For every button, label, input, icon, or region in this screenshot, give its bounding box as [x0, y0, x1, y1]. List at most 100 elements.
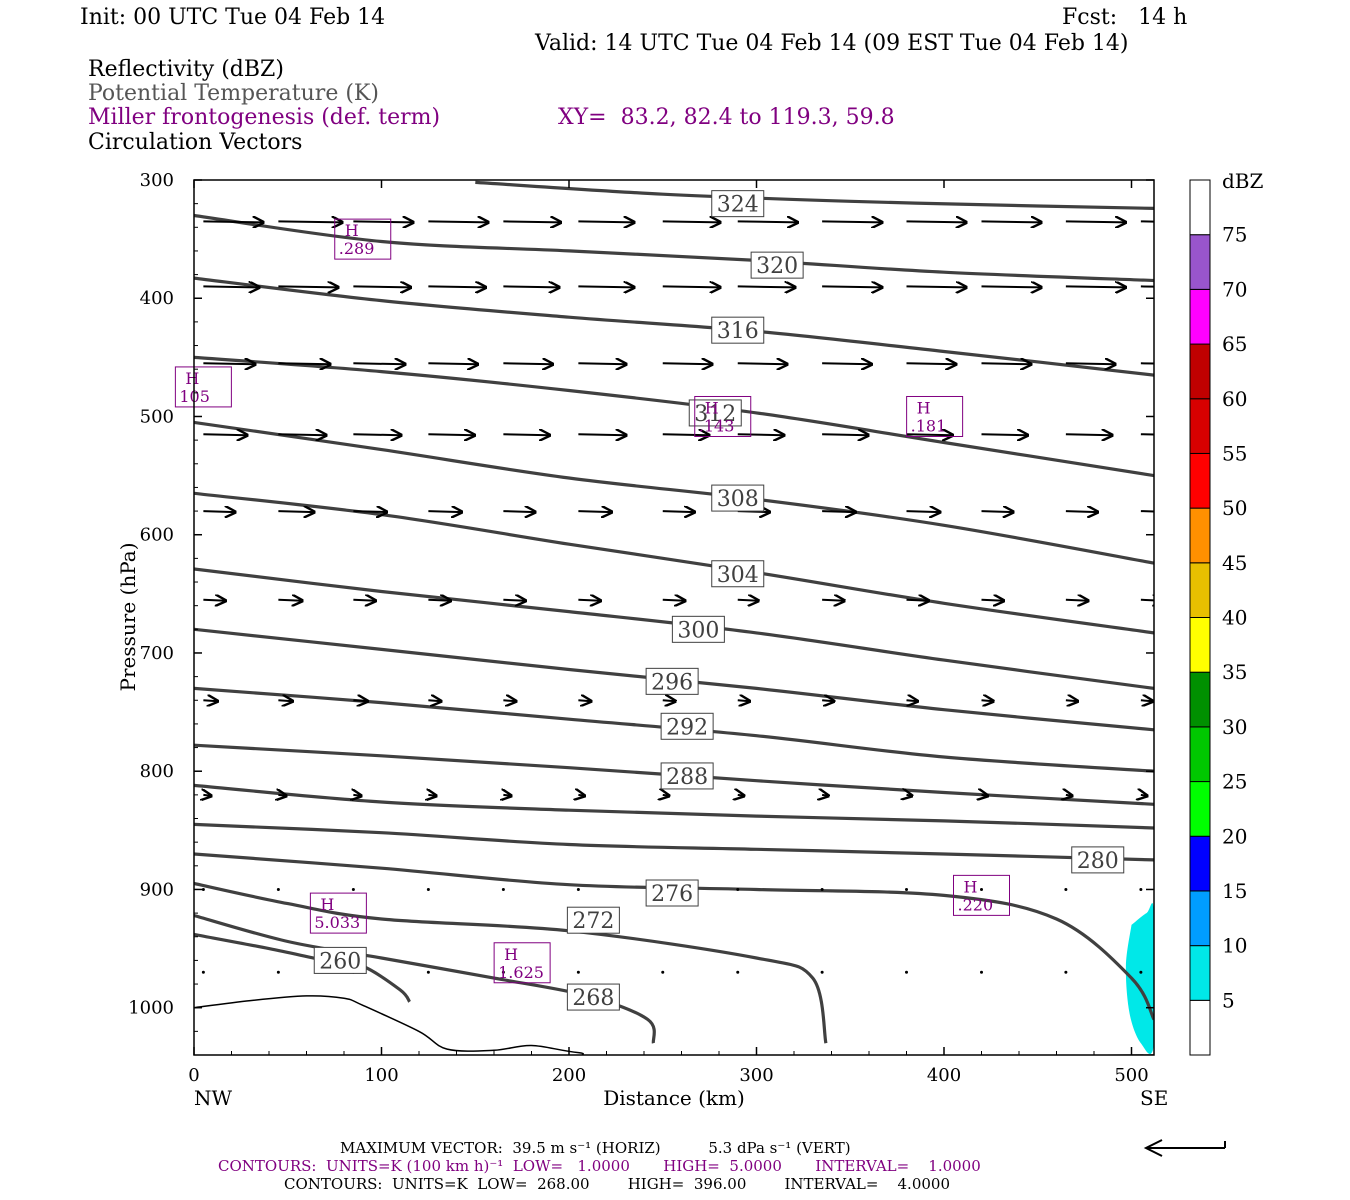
- colorbar-swatch: [1189, 343, 1211, 400]
- colorbar-level-label: 30: [1222, 715, 1247, 739]
- circulation-vector: [203, 511, 235, 512]
- circulation-vector: [578, 600, 600, 601]
- circulation-vector: [661, 970, 665, 974]
- isentrope-276: [194, 852, 1154, 1021]
- isentrope-label-320: 320: [750, 251, 804, 279]
- isentrope-label-304: 304: [711, 560, 765, 588]
- field-potential-temperature: Potential Temperature (K): [88, 81, 379, 106]
- footer-theta-contours: CONTOURS: UNITS=K LOW= 268.00 HIGH= 396.…: [284, 1175, 950, 1193]
- circulation-vector: [276, 970, 280, 974]
- circulation-vector: [203, 286, 259, 287]
- circulation-vector: [426, 887, 430, 891]
- circulation-vector: [1065, 434, 1112, 435]
- isentrope-label-308: 308: [711, 484, 765, 512]
- circulation-vector: [1065, 363, 1116, 364]
- circulation-vector: [351, 887, 355, 891]
- colorbar-level-label: 20: [1222, 824, 1247, 848]
- circulation-vector: [501, 887, 505, 891]
- frontogenesis-max: H5.033: [309, 892, 367, 934]
- circulation-vector: [578, 700, 591, 701]
- isentrope-304: [194, 491, 1154, 635]
- x-tick-label: 400: [927, 1065, 961, 1086]
- circulation-vector: [503, 511, 535, 512]
- circulation-vector: [1140, 700, 1153, 701]
- circulation-vector: [353, 700, 367, 701]
- circulation-vector: [662, 221, 721, 222]
- y-tick-label: 1000: [128, 998, 174, 1019]
- colorbar-swatch: [1189, 398, 1211, 454]
- plot-frame: [193, 179, 1155, 1056]
- circulation-vector: [822, 434, 868, 435]
- x-end-left: NW: [194, 1086, 233, 1110]
- circulation-vector: [428, 286, 486, 287]
- isentrope-316: [194, 276, 1154, 377]
- circulation-vector: [906, 363, 957, 364]
- isentrope-label-300: 300: [671, 615, 725, 643]
- svg-text:H: H: [917, 398, 931, 417]
- isentrope-280: [194, 822, 1154, 862]
- forecast-hour: Fcst: 14 h: [1062, 5, 1188, 30]
- circulation-vector: [662, 286, 721, 287]
- colorbar-swatch: [1189, 562, 1211, 618]
- svg-text:.220: .220: [958, 895, 994, 914]
- circulation-vector: [905, 970, 908, 974]
- isentrope-268: [194, 913, 656, 1044]
- colorbar-level-label: 40: [1222, 606, 1247, 630]
- frontogenesis-max: H.289: [334, 218, 392, 260]
- circulation-vector: [1140, 362, 1154, 365]
- circulation-vector: [578, 221, 634, 222]
- circulation-vector: [906, 511, 941, 512]
- circulation-vector: [1064, 887, 1068, 891]
- colorbar-swatch: [1189, 945, 1211, 1001]
- circulation-vector: [820, 970, 824, 974]
- isentrope-label-316: 316: [711, 316, 765, 344]
- circulation-vector: [503, 700, 516, 701]
- cross-section-endpoints: XY= 83.2, 82.4 to 119.3, 59.8: [558, 105, 895, 130]
- circulation-vector: [1065, 286, 1126, 287]
- footer-frontogenesis-contours: CONTOURS: UNITS=K (100 km h)⁻¹ LOW= 1.00…: [218, 1157, 981, 1175]
- isentrope-312: [194, 355, 1154, 478]
- circulation-vector: [353, 600, 375, 601]
- y-tick-label: 700: [140, 643, 174, 664]
- colorbar-swatch: [1189, 452, 1211, 509]
- circulation-vector: [503, 221, 561, 222]
- colorbar-swatch: [1189, 507, 1211, 564]
- colorbar-level-label: 60: [1222, 387, 1247, 411]
- circulation-vector: [981, 221, 1042, 222]
- reflectivity-patch: [1125, 903, 1154, 1055]
- isentrope-label-276: 276: [645, 879, 699, 907]
- circulation-vector: [428, 700, 441, 701]
- circulation-vector: [737, 286, 796, 287]
- circulation-vector: [1139, 887, 1143, 891]
- circulation-vector: [906, 221, 967, 222]
- isentrope-320: [194, 213, 1154, 283]
- colorbar-swatch: [1189, 890, 1211, 947]
- circulation-vector: [981, 600, 1004, 601]
- circulation-vector: [201, 970, 205, 974]
- circulation-vector: [981, 511, 1014, 512]
- circulation-vector: [203, 221, 263, 222]
- x-end-right: SE: [1140, 1086, 1168, 1110]
- circulation-vector: [578, 511, 612, 512]
- circulation-vector: [503, 286, 559, 287]
- circulation-vector: [906, 286, 967, 287]
- isentrope-label-288: 288: [660, 762, 714, 790]
- frontogenesis-max: H1.625: [493, 942, 551, 984]
- isentrope-label-324: 324: [711, 190, 765, 218]
- y-tick-label: 400: [140, 288, 174, 309]
- svg-text:292: 292: [666, 715, 708, 740]
- isentrope-label-296: 296: [645, 667, 699, 695]
- circulation-vector: [1140, 285, 1154, 288]
- svg-text:276: 276: [651, 882, 693, 907]
- circulation-vector: [737, 221, 798, 222]
- colorbar-swatch: [1189, 288, 1211, 345]
- circulation-vector: [428, 363, 478, 364]
- isentrope-284: [194, 783, 1154, 830]
- circulation-vector: [1140, 510, 1154, 513]
- svg-text:H: H: [185, 369, 199, 388]
- isentrope-324: [475, 180, 1154, 210]
- svg-text:H: H: [345, 221, 359, 240]
- circulation-vector: [503, 363, 553, 364]
- circulation-vector: [1065, 221, 1126, 222]
